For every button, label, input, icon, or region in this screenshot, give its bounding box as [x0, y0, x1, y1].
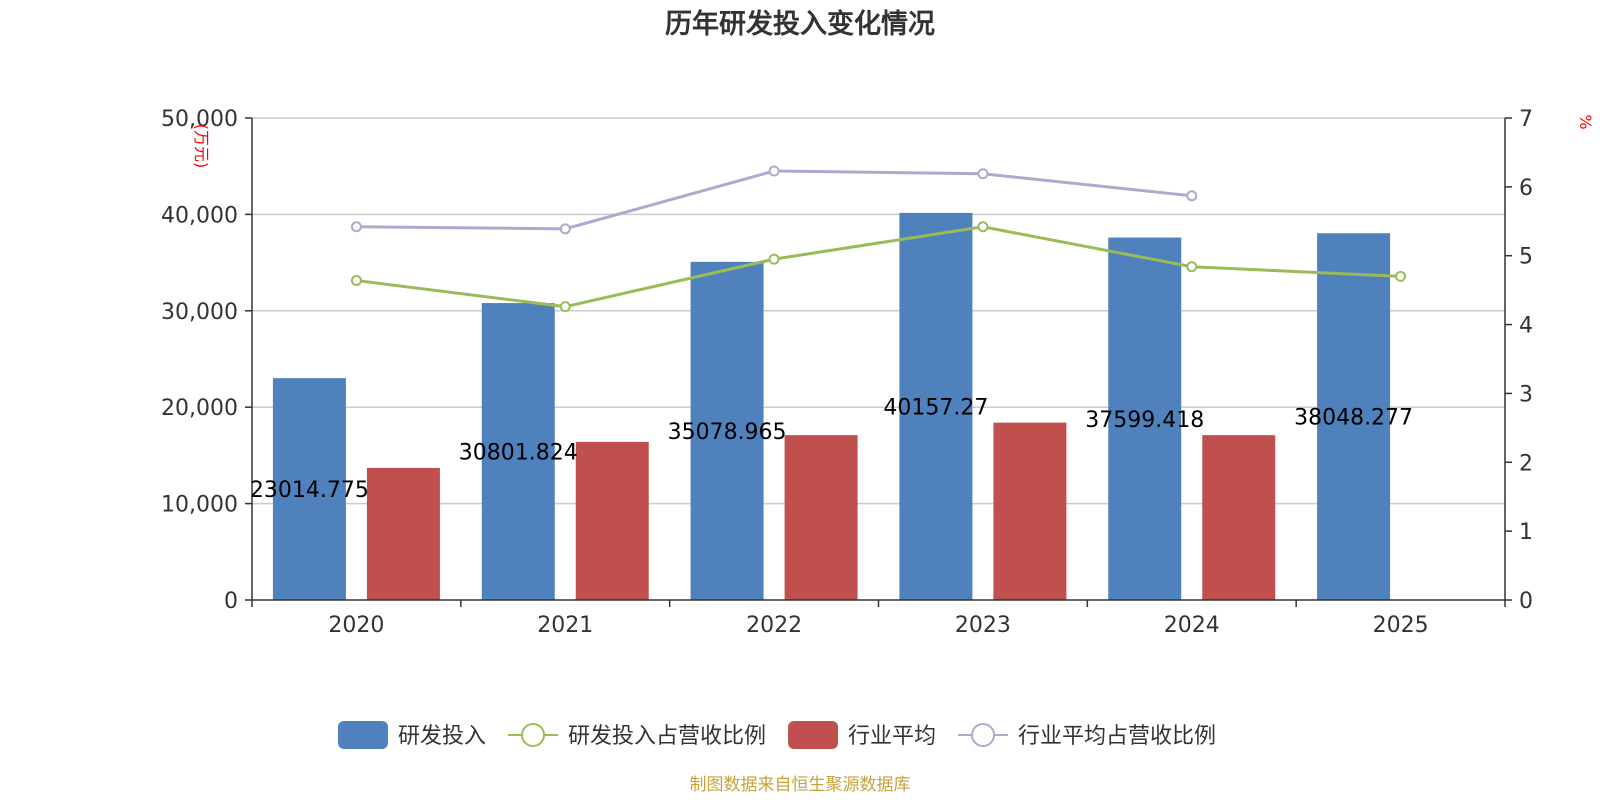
rd-investment-data-label: 35078.965: [668, 420, 787, 445]
industry-average-bar: [993, 422, 1067, 600]
right-axis-tick-label: 6: [1519, 176, 1533, 201]
rd-investment-bar: [1317, 233, 1391, 601]
industry-ratio-line: [356, 169, 1192, 231]
legend-label: 行业平均占营收比例: [1018, 724, 1216, 749]
industry-ratio-point: [768, 165, 780, 177]
rd-ratio-point: [1395, 270, 1407, 282]
rd-investment-bar: [1108, 237, 1182, 600]
industry-average-bar: [366, 467, 440, 600]
right-axis-tick-label: 3: [1519, 382, 1533, 407]
right-axis-tick-label: 4: [1519, 314, 1533, 339]
rd-investment-data-label: 37599.418: [1085, 408, 1204, 433]
industry-average-bar: [784, 435, 858, 600]
rd-ratio-line: [356, 225, 1401, 309]
left-axis-tick-label: 0: [224, 589, 238, 614]
rd-investment-bar: [481, 303, 555, 600]
legend-label: 研发投入: [398, 724, 486, 749]
rd-investment-data-label: 40157.27: [883, 395, 988, 420]
industry-ratio-point: [559, 223, 571, 235]
left-axis-tick-label: 30,000: [161, 300, 238, 325]
left-axis-tick-label: 50,000: [161, 107, 238, 132]
rd-investment-data-label: 23014.775: [250, 478, 369, 503]
rd-investment-bar: [690, 261, 764, 600]
rd-investment-data-label: 38048.277: [1294, 406, 1413, 431]
rd-ratio-point: [1186, 261, 1198, 273]
left-axis-unit: (万元): [192, 124, 211, 169]
right-axis-tick-label: 2: [1519, 451, 1533, 476]
legend: 研发投入 研发投入占营收比例 行业平均 行业平均占营收比例: [338, 721, 1216, 749]
rd-ratio-point: [350, 275, 362, 287]
right-axis-tick-label: 1: [1519, 520, 1533, 545]
rd-ratio-point: [768, 253, 780, 265]
rd-investment-bar: [272, 378, 346, 600]
source-note: 制图数据来自恒生聚源数据库: [690, 775, 911, 795]
label-layer: 23014.775 30801.824 35078.965 40157.27 37599…: [250, 395, 1413, 503]
x-axis-tick-label: 2022: [746, 613, 802, 638]
x-axis-tick-label: 2023: [955, 613, 1011, 638]
industry-average-bar: [575, 441, 649, 600]
industry-average-bar: [1202, 435, 1276, 600]
legend-swatch-bar: [338, 721, 388, 749]
legend-swatch-bar: [788, 721, 839, 749]
rd-investment-data-label: 30801.824: [459, 441, 578, 466]
industry-ratio-point: [350, 221, 362, 233]
right-axis-tick-label: 0: [1519, 589, 1533, 614]
legend-label: 行业平均: [848, 724, 936, 749]
x-axis-tick-label: 2024: [1164, 613, 1220, 638]
grid-layer: [252, 117, 1505, 505]
right-axis-tick-label: 5: [1519, 245, 1533, 270]
right-axis-unit: %: [1576, 114, 1595, 129]
legend-label: 研发投入占营收比例: [568, 724, 766, 749]
rd-investment-bar: [899, 212, 973, 600]
industry-ratio-point: [1186, 190, 1198, 202]
bar-layer: [272, 212, 1391, 601]
x-axis-tick-label: 2025: [1373, 613, 1429, 638]
legend-swatch-marker: [521, 723, 546, 747]
axis-layer: 0 10,000 20,000 30,000 40,000 50,000 0 1 2 3 4 5 6 7 (…: [161, 107, 1595, 638]
legend-swatch-marker: [971, 723, 996, 747]
right-axis-tick-label: 7: [1519, 107, 1533, 132]
x-axis-tick-label: 2021: [537, 613, 593, 638]
rd-ratio-point: [977, 221, 989, 233]
left-axis-tick-label: 40,000: [161, 203, 238, 228]
left-axis-tick-label: 20,000: [161, 396, 238, 421]
line-layer: [350, 165, 1407, 313]
industry-ratio-point: [977, 168, 989, 180]
chart-title: 历年研发投入变化情况: [665, 8, 935, 40]
x-axis-tick-label: 2020: [328, 613, 384, 638]
left-axis-tick-label: 10,000: [161, 493, 238, 518]
rd-ratio-point: [559, 301, 571, 313]
